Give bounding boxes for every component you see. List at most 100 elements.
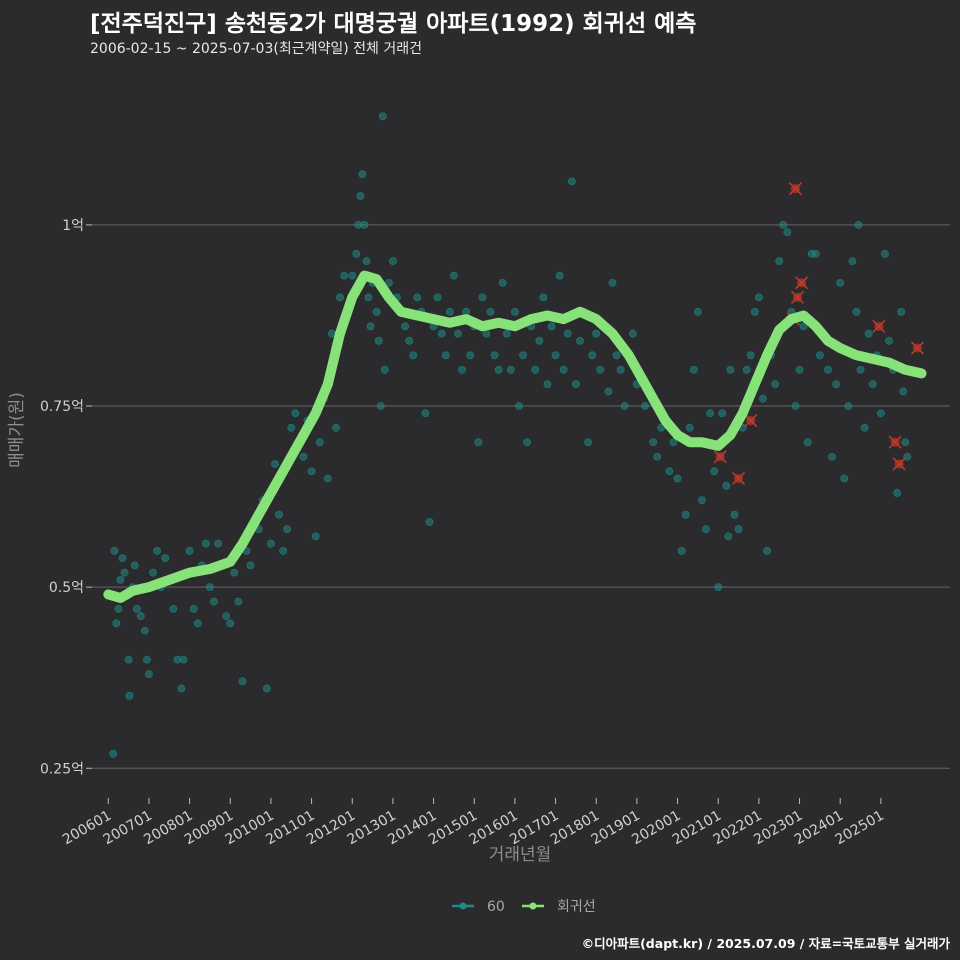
data-point — [185, 547, 194, 555]
data-point — [425, 518, 434, 526]
data-point — [795, 365, 804, 374]
data-point — [364, 293, 373, 302]
data-point — [612, 351, 621, 360]
regression-line-path — [103, 270, 927, 603]
outlier-marker — [795, 276, 809, 290]
data-point — [340, 271, 349, 280]
data-point — [899, 387, 908, 396]
data-point — [848, 257, 857, 266]
data-point — [791, 402, 800, 410]
data-point — [742, 365, 751, 374]
data-point — [852, 307, 861, 316]
data-point — [125, 691, 134, 700]
data-point — [730, 510, 739, 519]
data-point — [478, 293, 487, 302]
data-point — [608, 278, 617, 287]
data-point — [161, 554, 170, 563]
y-tick-label: 0.5억 — [49, 580, 84, 596]
data-point — [685, 423, 694, 432]
data-point — [653, 452, 662, 461]
data-point — [356, 192, 365, 200]
data-point — [360, 220, 369, 229]
data-point — [897, 307, 906, 316]
data-point — [189, 604, 198, 613]
data-point — [441, 351, 450, 360]
data-point — [458, 365, 466, 374]
data-point — [783, 228, 792, 237]
outlier-marker — [713, 450, 727, 464]
data-point — [693, 307, 702, 316]
data-point — [380, 365, 389, 374]
data-point — [234, 597, 243, 606]
data-point — [130, 561, 139, 570]
data-point — [348, 271, 357, 280]
data-point — [604, 387, 613, 396]
data-point — [628, 329, 637, 338]
data-point — [246, 561, 255, 570]
legend[interactable]: 60 회귀선 — [452, 899, 596, 915]
data-point — [502, 329, 511, 338]
data-point — [214, 539, 222, 548]
x-axis-label: 거래년월 — [489, 845, 552, 865]
data-point — [169, 604, 178, 613]
outlier-marker — [888, 435, 902, 449]
data-point — [179, 655, 188, 664]
data-point — [677, 547, 686, 555]
data-point — [543, 380, 552, 389]
data-point — [358, 170, 367, 179]
data-point — [374, 336, 383, 345]
data-point — [114, 604, 123, 613]
data-point — [706, 409, 714, 418]
data-point — [291, 409, 300, 418]
data-point — [681, 510, 690, 519]
legend-item[interactable]: 회귀선 — [522, 899, 596, 915]
data-point — [710, 467, 719, 476]
data-point — [323, 474, 332, 483]
data-point — [389, 257, 397, 266]
data-point — [413, 293, 422, 302]
data-point — [864, 329, 873, 338]
data-point — [860, 423, 869, 432]
data-point — [153, 547, 161, 555]
data-point — [724, 532, 733, 541]
data-point — [384, 278, 393, 287]
data-point — [840, 474, 849, 483]
data-point — [177, 684, 186, 693]
outlier-marker — [790, 290, 805, 304]
y-tick-label: 1억 — [62, 218, 84, 234]
data-point — [856, 365, 865, 374]
grid-lines — [92, 224, 950, 769]
data-point — [437, 329, 446, 338]
data-point — [494, 365, 503, 374]
data-point — [120, 568, 129, 577]
data-point — [445, 307, 454, 316]
data-point — [779, 220, 788, 229]
data-point — [734, 525, 743, 534]
data-point — [881, 249, 889, 258]
legend-item[interactable]: 60 — [452, 899, 505, 915]
data-point — [714, 583, 723, 592]
data-point — [283, 525, 292, 534]
data-point — [551, 351, 560, 360]
data-point — [519, 351, 527, 360]
data-point — [620, 402, 629, 410]
data-point — [405, 336, 414, 345]
data-point — [771, 380, 780, 389]
data-point — [118, 554, 127, 563]
legend-swatch-dot — [459, 902, 467, 910]
data-point — [759, 394, 767, 403]
data-point — [352, 249, 361, 258]
data-point — [722, 481, 731, 490]
data-point — [210, 597, 218, 606]
data-point — [547, 322, 556, 331]
data-point — [267, 539, 275, 548]
data-point — [854, 220, 863, 229]
data-point — [698, 496, 706, 505]
data-point — [511, 307, 519, 316]
data-point — [132, 604, 141, 613]
data-point — [116, 575, 125, 584]
outlier-marker — [872, 319, 886, 333]
data-point — [474, 438, 483, 447]
data-point — [584, 438, 592, 447]
data-point — [279, 547, 288, 555]
